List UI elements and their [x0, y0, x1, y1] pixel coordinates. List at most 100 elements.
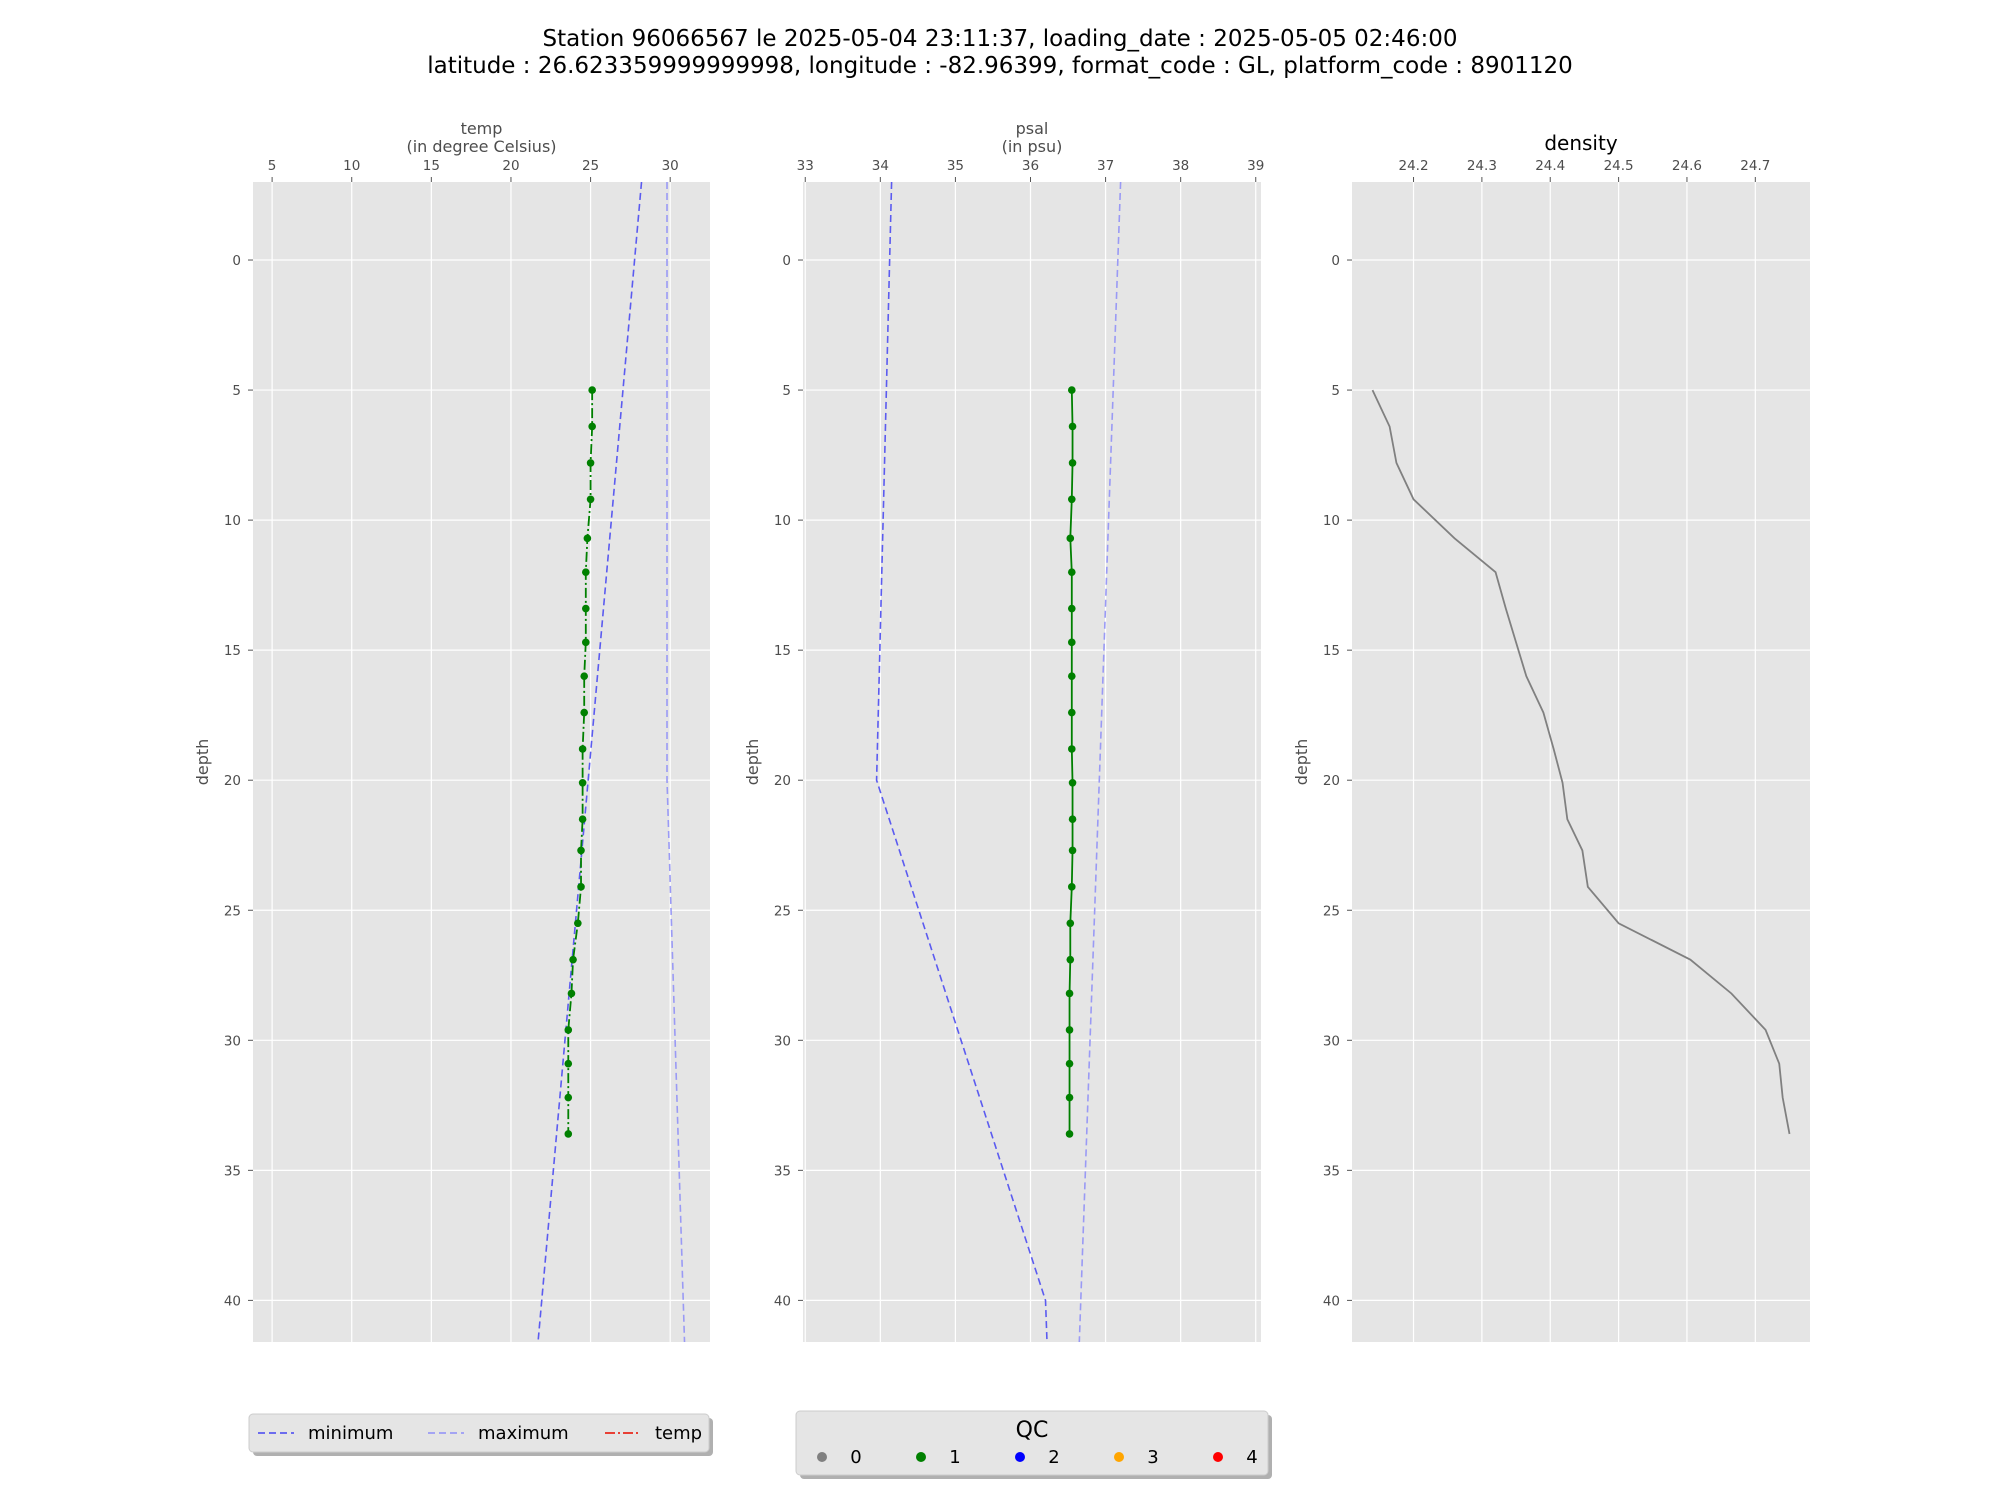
x-tick-label: 10 — [343, 158, 360, 174]
temp-qc-point — [578, 815, 587, 824]
temp-qc-point — [580, 708, 589, 717]
temp-qc-point — [564, 1059, 573, 1068]
x-tick-label: 24.7 — [1740, 158, 1770, 174]
psal-qc-point — [1066, 534, 1075, 543]
minimum-line — [537, 182, 643, 1342]
legend-label-maximum: maximum — [478, 1423, 569, 1444]
y-tick-label: 25 — [1323, 903, 1340, 919]
y-axis-label: depth — [1292, 739, 1311, 786]
panel-background — [803, 182, 1261, 1342]
psal-qc-point — [1067, 672, 1076, 680]
temp-qc-point — [564, 1130, 573, 1138]
y-tick-label: 15 — [774, 643, 791, 659]
y-tick-label: 35 — [774, 1163, 791, 1179]
figure-title-line-2: latitude : 26.623359999999998, longitude… — [427, 53, 1573, 79]
psal-qc-point — [1065, 1026, 1074, 1034]
temp-qc-point — [578, 779, 587, 787]
psal-qc-point — [1067, 568, 1076, 576]
temp-qc-point — [581, 568, 590, 576]
qc-0-label: 0 — [850, 1447, 861, 1468]
temp-qc-point — [588, 386, 596, 394]
temp-qc-point — [569, 955, 577, 964]
plot-area — [875, 182, 1122, 1342]
temp-qc-point — [588, 422, 596, 431]
qc-3-label: 3 — [1147, 1447, 1158, 1468]
psal-profile-line — [1068, 390, 1074, 1134]
x-tick-label: 15 — [423, 158, 440, 174]
y-tick-label: 25 — [224, 903, 241, 919]
temp-profile-line — [567, 390, 594, 1134]
x-axis-unit-label: (in degree Celsius) — [406, 137, 556, 156]
x-tick-label: 24.4 — [1535, 158, 1565, 174]
temp-qc-point — [578, 745, 587, 753]
psal-qc-point — [1067, 708, 1076, 717]
y-tick-label: 0 — [1331, 253, 1340, 269]
x-tick-label: 24.6 — [1672, 158, 1702, 174]
qc-3-marker — [1114, 1452, 1124, 1462]
panel-density: 24.2 24.3 24.4 24.5 24.6 24.7 0 5 10 15 20 25 30 35 40… — [1292, 131, 1810, 1342]
x-axis-label: density — [1544, 131, 1617, 155]
qc-4-marker — [1213, 1452, 1223, 1462]
temp-qc-point — [577, 883, 585, 891]
legend-box — [795, 1410, 1269, 1476]
x-tick-label: 34 — [872, 158, 889, 174]
y-tick-label: 40 — [224, 1293, 241, 1309]
x-tick-label: 5 — [268, 158, 277, 174]
legend-label-minimum: minimum — [308, 1423, 393, 1444]
y-tick-label: 5 — [1331, 383, 1340, 399]
x-tick-label: 24.5 — [1604, 158, 1634, 174]
qc-4-label: 4 — [1246, 1447, 1257, 1468]
y-tick-label: 10 — [224, 513, 241, 529]
psal-qc-point — [1068, 779, 1077, 787]
y-tick-label: 10 — [774, 513, 791, 529]
panel-background — [1352, 182, 1810, 1342]
temp-qc-point — [586, 495, 595, 504]
x-tick-label: 20 — [502, 158, 519, 174]
psal-qc-point — [1068, 459, 1077, 467]
y-tick-label: 20 — [1323, 773, 1340, 789]
y-tick-label: 35 — [1323, 1163, 1340, 1179]
maximum-line — [1078, 182, 1122, 1342]
temp-qc-point — [574, 919, 582, 928]
x-tick-label: 39 — [1247, 158, 1264, 174]
temp-qc-point — [583, 534, 592, 543]
x-tick-label: 24.3 — [1467, 158, 1497, 174]
y-tick-label: 20 — [774, 773, 791, 789]
y-tick-label: 20 — [224, 773, 241, 789]
y-tick-label: 30 — [1323, 1033, 1340, 1049]
psal-qc-point — [1067, 745, 1076, 753]
psal-qc-point — [1066, 919, 1075, 928]
qc-legend-title: QC — [1016, 1418, 1049, 1443]
x-tick-label: 37 — [1097, 158, 1114, 174]
temp-qc-point — [564, 1093, 573, 1102]
y-tick-label: 10 — [1323, 513, 1340, 529]
temp-qc-point — [564, 1026, 573, 1034]
psal-qc-point — [1068, 422, 1077, 431]
x-tick-label: 35 — [947, 158, 964, 174]
x-axis-label: psal — [1016, 119, 1049, 138]
psal-qc-point — [1067, 495, 1076, 504]
psal-qc-point — [1068, 815, 1077, 824]
qc-2-marker — [1015, 1452, 1025, 1462]
qc-2-label: 2 — [1048, 1447, 1059, 1468]
temp-qc-point — [580, 672, 589, 680]
x-axis-label: temp — [461, 119, 503, 138]
y-tick-label: 25 — [774, 903, 791, 919]
panel-background — [253, 182, 710, 1342]
psal-qc-point — [1065, 1093, 1074, 1102]
panel-psal: 33 34 35 36 37 38 39 0 5 10 15 20 25 30 35 40 psal(in ps… — [743, 119, 1264, 1342]
temp-qc-point — [581, 604, 590, 613]
panel-temp: 5 10 15 20 25 30 0 5 10 15 20 25 30 35 40 temp(in degre… — [193, 119, 710, 1342]
x-tick-label: 30 — [662, 158, 679, 174]
qc-1-label: 1 — [949, 1447, 960, 1468]
psal-qc-point — [1065, 1130, 1074, 1138]
x-tick-label: 36 — [1022, 158, 1039, 174]
y-tick-label: 5 — [232, 383, 241, 399]
y-tick-label: 15 — [1323, 643, 1340, 659]
psal-qc-point — [1068, 846, 1077, 855]
qc-0-marker — [817, 1452, 827, 1462]
psal-qc-point — [1067, 386, 1076, 394]
legend-label-temp: temp — [655, 1423, 702, 1444]
y-axis-label: depth — [193, 739, 212, 786]
